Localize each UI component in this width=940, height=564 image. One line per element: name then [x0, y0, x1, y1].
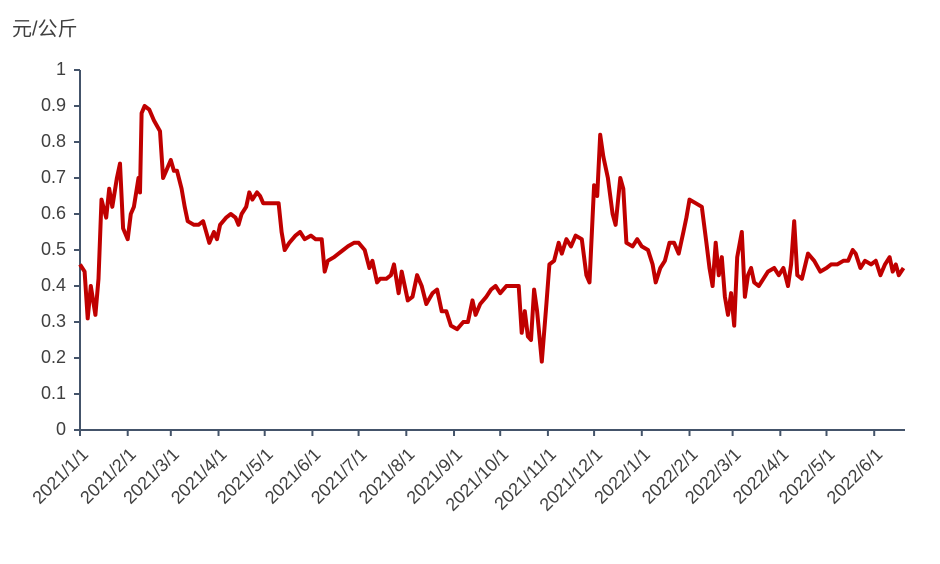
y-tick-label: 0.6: [41, 203, 66, 223]
y-tick-label: 0.7: [41, 167, 66, 187]
y-tick-label: 0.3: [41, 311, 66, 331]
y-tick-label: 0.8: [41, 131, 66, 151]
y-tick-label: 0.2: [41, 347, 66, 367]
y-tick-label: 0.5: [41, 239, 66, 259]
y-tick-label: 0.1: [41, 383, 66, 403]
y-axis-label: 元/公斤: [12, 17, 78, 40]
price-line: [78, 104, 906, 364]
y-tick-label: 0.9: [41, 95, 66, 115]
y-tick-label: 0: [56, 419, 66, 439]
y-tick-label: 1: [56, 59, 66, 79]
y-tick-label: 0.4: [41, 275, 66, 295]
